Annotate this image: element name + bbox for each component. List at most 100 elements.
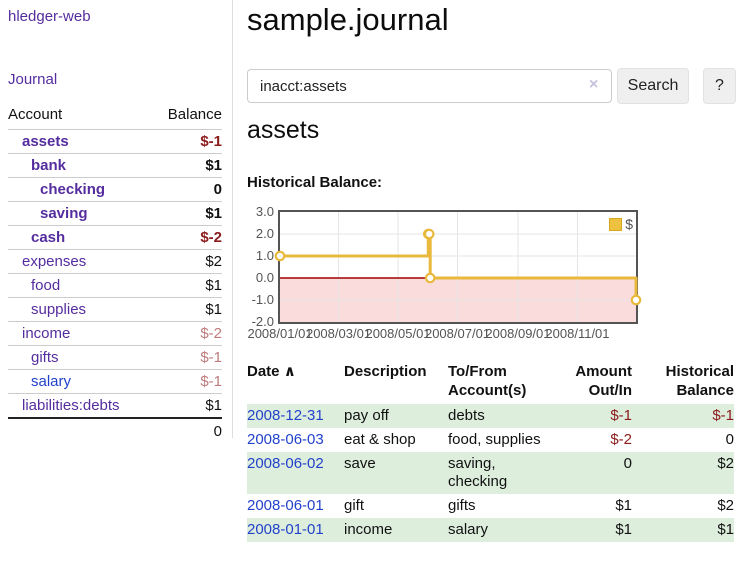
account-balance: $-1	[152, 130, 222, 154]
account-link[interactable]: bank	[31, 157, 66, 174]
sidebar: hledger-web Journal Account Balance asse…	[0, 0, 233, 438]
amount-cell: $1	[554, 494, 632, 518]
date-link[interactable]: 2008-06-03	[247, 431, 324, 448]
balance-cell: $1	[632, 518, 734, 542]
amount-cell: $1	[554, 518, 632, 542]
account-balance: 0	[152, 178, 222, 202]
account-balance: $1	[152, 202, 222, 226]
register-header-date[interactable]: Date ∧	[247, 360, 344, 404]
account-row: cash $-2	[8, 226, 222, 250]
sort-ascending-icon: ∧	[284, 363, 296, 380]
brand-link[interactable]: hledger-web	[8, 8, 91, 25]
chart-plot-area: $	[278, 210, 638, 324]
register-header-accounts[interactable]: To/From Account(s)	[448, 360, 554, 404]
chart-svg	[280, 212, 636, 322]
amount-cell: 0	[554, 452, 632, 494]
chart-y-axis: 3.02.01.00.0-1.0-2.0	[246, 204, 274, 328]
register-header-balance[interactable]: Historical Balance	[632, 360, 734, 404]
x-tick-label: 2008/03/01	[306, 326, 371, 341]
y-tick-label: 3.0	[256, 204, 274, 220]
account-link[interactable]: saving	[40, 205, 88, 222]
account-link[interactable]: checking	[40, 181, 105, 198]
account-link[interactable]: liabilities:debts	[22, 397, 120, 414]
accounts-cell: saving, checking	[448, 452, 554, 494]
data-point-marker	[426, 274, 434, 282]
register-body: 2008-12-31 pay off debts $-1 $-1 2008-06…	[247, 404, 734, 542]
account-link[interactable]: income	[22, 325, 70, 342]
balance-cell: $-1	[632, 404, 734, 428]
legend-label: $	[625, 216, 633, 232]
account-link[interactable]: supplies	[31, 301, 86, 318]
accounts-body: assets $-1 bank $1 checking 0 saving $1 …	[8, 130, 222, 419]
account-link[interactable]: food	[31, 277, 60, 294]
account-balance: $-1	[152, 370, 222, 394]
accounts-header-row: Account Balance	[8, 104, 222, 130]
accounts-cell: salary	[448, 518, 554, 542]
account-row: assets $-1	[8, 130, 222, 154]
account-balance: $-2	[152, 322, 222, 346]
register-table: Date ∧ Description To/From Account(s) Am…	[247, 360, 734, 542]
account-row: supplies $1	[8, 298, 222, 322]
chart-legend: $	[609, 216, 633, 232]
account-row: saving $1	[8, 202, 222, 226]
account-row: salary $-1	[8, 370, 222, 394]
account-balance: $1	[152, 274, 222, 298]
account-title: assets	[247, 116, 319, 145]
accounts-cell: gifts	[448, 494, 554, 518]
date-header-label: Date	[247, 363, 280, 380]
data-point-marker	[425, 230, 433, 238]
register-header-description[interactable]: Description	[344, 360, 448, 404]
date-link[interactable]: 2008-01-01	[247, 521, 324, 538]
balance-cell: $2	[632, 452, 734, 494]
register-row: 2008-01-01 income salary $1 $1	[247, 518, 734, 542]
nav-journal-link[interactable]: Journal	[8, 71, 57, 88]
amount-cell: $-1	[554, 404, 632, 428]
page-title: sample.journal	[247, 2, 449, 38]
register-header-amount[interactable]: Amount Out/In	[554, 360, 632, 404]
account-row: gifts $-1	[8, 346, 222, 370]
account-link[interactable]: cash	[31, 229, 65, 246]
account-row: liabilities:debts $1	[8, 394, 222, 419]
accounts-total-value: 0	[152, 418, 222, 444]
register-row: 2008-06-03 eat & shop food, supplies $-2…	[247, 428, 734, 452]
register-row: 2008-12-31 pay off debts $-1 $-1	[247, 404, 734, 428]
accounts-header-account: Account	[8, 104, 152, 130]
date-link[interactable]: 2008-06-01	[247, 497, 324, 514]
data-point-marker	[632, 296, 640, 304]
search-input[interactable]	[247, 69, 612, 103]
y-tick-label: -1.0	[252, 292, 274, 308]
account-row: bank $1	[8, 154, 222, 178]
account-balance: $-2	[152, 226, 222, 250]
accounts-total-row: 0	[8, 418, 222, 444]
balance-cell: $2	[632, 494, 734, 518]
accounts-table: Account Balance assets $-1 bank $1 check…	[8, 104, 222, 444]
date-link[interactable]: 2008-06-02	[247, 455, 324, 472]
accounts-cell: food, supplies	[448, 428, 554, 452]
account-link[interactable]: assets	[22, 133, 69, 150]
account-balance: $1	[152, 154, 222, 178]
account-link[interactable]: expenses	[22, 253, 86, 270]
account-row: expenses $2	[8, 250, 222, 274]
date-link[interactable]: 2008-12-31	[247, 407, 324, 424]
description-cell: pay off	[344, 404, 448, 428]
clear-search-icon[interactable]: ×	[589, 77, 598, 93]
account-link[interactable]: salary	[31, 373, 71, 390]
help-button[interactable]: ?	[703, 68, 736, 104]
description-cell: income	[344, 518, 448, 542]
amount-cell: $-2	[554, 428, 632, 452]
register-header-row: Date ∧ Description To/From Account(s) Am…	[247, 360, 734, 404]
account-balance: $-1	[152, 346, 222, 370]
search-button[interactable]: Search	[617, 68, 689, 104]
register-row: 2008-06-02 save saving, checking 0 $2	[247, 452, 734, 494]
account-row: income $-2	[8, 322, 222, 346]
accounts-cell: debts	[448, 404, 554, 428]
x-tick-label: 2008/01/01	[247, 326, 312, 341]
account-row: checking 0	[8, 178, 222, 202]
historical-balance-chart: 3.02.01.00.0-1.0-2.0 $ 2008/01/012008/03…	[246, 204, 686, 342]
legend-swatch-icon	[609, 218, 622, 231]
x-tick-label: 2008/07/01	[425, 326, 490, 341]
account-link[interactable]: gifts	[31, 349, 59, 366]
y-tick-label: 1.0	[256, 248, 274, 264]
data-point-marker	[276, 252, 284, 260]
account-balance: $1	[152, 298, 222, 322]
